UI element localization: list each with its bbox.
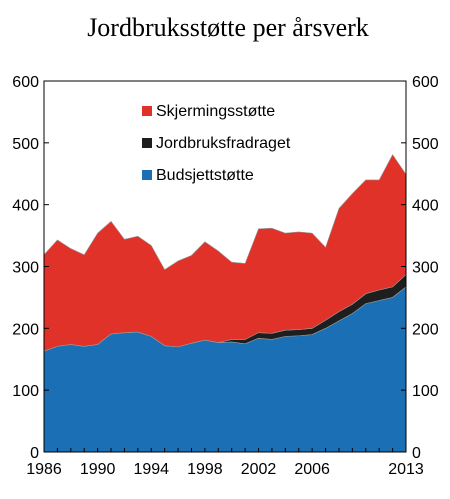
- y-tick-label-right: 0: [412, 445, 421, 462]
- legend-label: Jordbruksfradraget: [156, 135, 291, 152]
- y-tick-label-left: 100: [12, 383, 39, 400]
- y-tick-label-right: 200: [412, 321, 439, 338]
- legend-label: Skjermingsstøtte: [156, 103, 275, 120]
- area-layers: [43, 153, 407, 453]
- y-tick-label-left: 200: [12, 321, 39, 338]
- x-tick-label: 2006: [294, 461, 330, 478]
- legend-swatch: [142, 106, 152, 116]
- y-tick-label-right: 400: [412, 198, 439, 215]
- left-y-axis: 0 100 200 300 400 500 600: [12, 74, 49, 462]
- x-tick-label: 1990: [80, 461, 116, 478]
- x-tick-label: 1994: [133, 461, 169, 478]
- y-tick-label-left: 0: [30, 445, 39, 462]
- right-y-axis: 0 100 200 300 400 500 600: [401, 74, 439, 462]
- y-tick-label-right: 300: [412, 260, 439, 277]
- y-tick-label-left: 500: [12, 136, 39, 153]
- legend-swatch: [142, 138, 152, 148]
- legend: Skjermingsstøtte Jordbruksfradraget Budsje…: [142, 103, 291, 184]
- legend-label: Budsjettstøtte: [156, 167, 254, 184]
- y-tick-label-left: 400: [12, 198, 39, 215]
- y-tick-label-left: 600: [12, 74, 39, 91]
- x-tick-label: 2013: [388, 461, 424, 478]
- x-tick-label: 2002: [241, 461, 277, 478]
- x-axis: 1986 1990 1994 1998 2002 2006 2013: [26, 448, 424, 478]
- y-tick-label-right: 600: [412, 74, 439, 91]
- y-tick-label-right: 500: [412, 136, 439, 153]
- y-tick-label-right: 100: [412, 383, 439, 400]
- chart-title: Jordbruksstøtte per årsverk: [87, 13, 369, 42]
- legend-swatch: [142, 170, 152, 180]
- x-tick-label: 1998: [187, 461, 223, 478]
- y-tick-label-left: 300: [12, 260, 39, 277]
- x-tick-label: 1986: [26, 461, 62, 478]
